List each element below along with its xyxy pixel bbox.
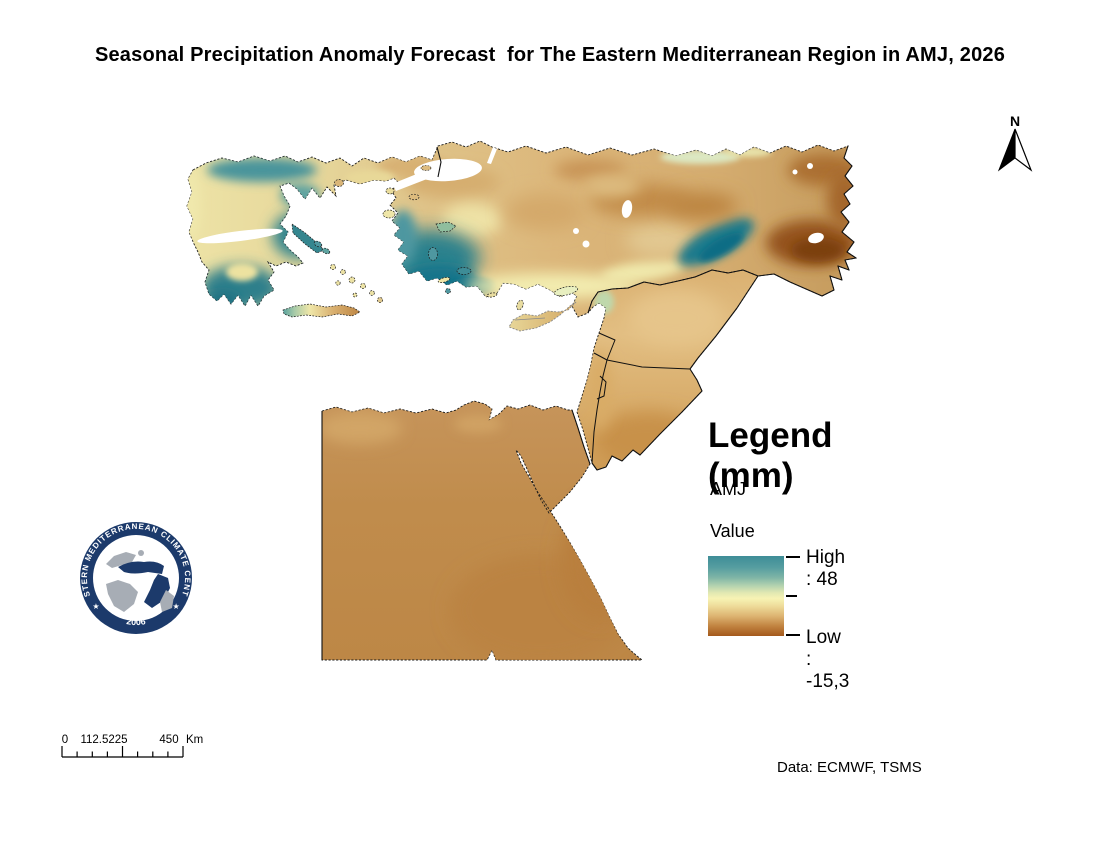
- scale-bar: [61, 746, 184, 758]
- logo-star-right-icon: ★: [173, 602, 180, 611]
- legend-tick-high: [786, 556, 800, 558]
- legend-low-value: Low : -15,3: [806, 627, 850, 692]
- island-kos: [486, 292, 498, 298]
- legend-tick-low: [786, 634, 800, 636]
- logo-star-left-icon: ★: [92, 602, 99, 611]
- island-cyclades: [335, 280, 341, 286]
- anatolian-lakes: [573, 163, 824, 248]
- island-karpathos: [516, 299, 524, 311]
- scale-label-max: 450: [159, 734, 178, 746]
- scale-label-zero: 0: [62, 734, 68, 746]
- island-cyclades: [352, 292, 358, 298]
- scale-label-mid: 112.5225: [80, 734, 127, 746]
- island-tinos: [321, 247, 331, 255]
- gulf-of-corinth: [197, 228, 283, 244]
- map-region-greece-turkey: [186, 140, 857, 318]
- island-cyprus: [508, 301, 577, 332]
- island-andros: [313, 240, 323, 248]
- island-crete: [282, 303, 361, 318]
- island-cyclades: [369, 290, 375, 296]
- logo-year: 2006: [126, 616, 147, 627]
- legend-field-label: Value: [710, 521, 755, 541]
- island-cyclades: [360, 283, 366, 289]
- legend-color-ramp: [708, 556, 784, 636]
- north-arrow-right-half: [1014, 128, 1033, 172]
- island-cyclades: [377, 297, 383, 303]
- svg-text:2006: 2006: [126, 616, 147, 627]
- island-evia: [291, 223, 325, 254]
- data-source-credit: Data: ECMWF, TSMS: [777, 759, 922, 776]
- aegean-islands: [282, 179, 579, 318]
- north-arrow: N: [997, 113, 1033, 172]
- legend-title: Legend (mm): [708, 416, 833, 495]
- country-borders-levant: [591, 332, 691, 464]
- north-arrow-label: N: [1010, 113, 1020, 129]
- island-small: [445, 288, 451, 294]
- island-lesbos: [435, 221, 457, 233]
- emcc-logo: EASTERN MEDITERRANEAN CLIMATE CENTRE 200…: [78, 520, 192, 634]
- island-ikaria: [437, 277, 451, 283]
- legend-high-value: High : 48: [806, 547, 846, 590]
- island-chios: [428, 247, 438, 261]
- logo-map-art: [106, 550, 174, 612]
- island-rhodes: [553, 286, 579, 296]
- island-cyclades: [330, 264, 336, 270]
- island-cyclades: [340, 269, 346, 275]
- legend-tick-mid: [786, 595, 797, 597]
- island-samothrace: [385, 187, 395, 195]
- marmara-sea: [392, 147, 497, 191]
- page-title: Seasonal Precipitation Anomaly Forecast …: [94, 44, 1006, 66]
- island-gokceada: [408, 193, 420, 201]
- scale-bar-labels: 0 112.5225 450 Km: [62, 734, 203, 746]
- scale-unit: Km: [186, 734, 203, 746]
- legend-layer-name: AMJ: [710, 479, 746, 499]
- country-borders-main: [321, 145, 857, 660]
- island-limnos: [382, 209, 396, 219]
- island-cyclades: [348, 276, 356, 284]
- island-samos: [456, 267, 472, 275]
- north-arrow-left-half: [997, 128, 1016, 172]
- island-thasos: [334, 179, 344, 187]
